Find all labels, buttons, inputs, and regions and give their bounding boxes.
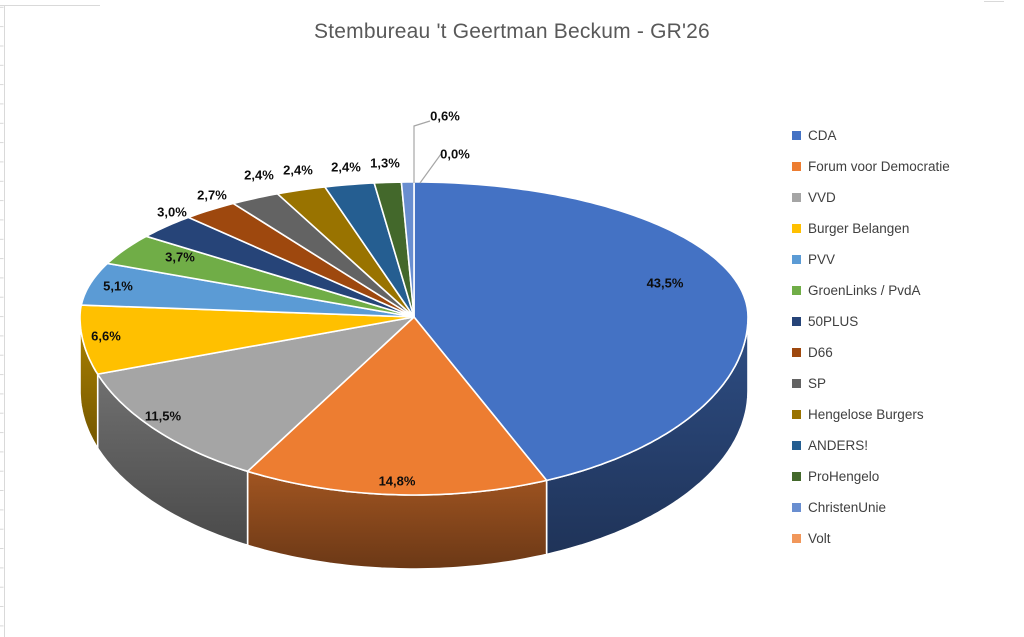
legend-item-groenlinks-pvda[interactable]: GroenLinks / PvdA — [792, 275, 950, 306]
legend-label: VVD — [808, 190, 836, 205]
data-label-volt: 0,0% — [440, 147, 470, 162]
legend-swatch-forum-voor-democratie — [792, 162, 801, 171]
worksheet-edge-gridlines — [0, 1, 1004, 637]
legend-item-cda[interactable]: CDA — [792, 120, 950, 151]
legend-item-prohengelo[interactable]: ProHengelo — [792, 461, 950, 492]
data-label-50plus: 3,0% — [157, 205, 187, 220]
pie-3d-walls — [79, 316, 749, 570]
legend-swatch-d66 — [792, 348, 801, 357]
legend-item-vvd[interactable]: VVD — [792, 182, 950, 213]
data-label-prohengelo: 1,3% — [370, 156, 400, 171]
legend-label: D66 — [808, 345, 833, 360]
legend-item-forum-voor-democratie[interactable]: Forum voor Democratie — [792, 151, 950, 182]
data-label-vvd: 11,5% — [145, 409, 182, 424]
data-label-pvv: 5,1% — [103, 279, 133, 294]
legend-swatch-50plus — [792, 317, 801, 326]
legend-label: ChristenUnie — [808, 500, 887, 515]
data-label-hengelose-burgers: 2,4% — [283, 163, 313, 178]
pie-slices — [79, 181, 749, 496]
legend-label: Burger Belangen — [808, 221, 910, 236]
pie-slice-d66[interactable] — [187, 202, 415, 318]
legend-swatch-prohengelo — [792, 472, 801, 481]
legend-label: ProHengelo — [808, 469, 880, 484]
pie-slice-vvd[interactable] — [96, 316, 415, 473]
data-label-sp: 2,4% — [244, 168, 274, 183]
leader-line-volt — [419, 153, 442, 184]
data-label-groenlinks-pvda: 3,7% — [165, 250, 195, 265]
legend-label: GroenLinks / PvdA — [808, 283, 921, 298]
legend-label: Hengelose Burgers — [808, 407, 924, 422]
legend-swatch-pvv — [792, 255, 801, 264]
chart-legend: CDA Forum voor Democratie VVD Burger Belang… — [792, 120, 950, 554]
data-label-d66: 2,7% — [197, 188, 227, 203]
legend-swatch-sp — [792, 379, 801, 388]
legend-swatch-anders — [792, 441, 801, 450]
legend-swatch-volt — [792, 534, 801, 543]
legend-item-hengelose-burgers[interactable]: Hengelose Burgers — [792, 399, 950, 430]
pie-slice-hengelose-burgers[interactable] — [276, 186, 415, 318]
pie-slice-50plus[interactable] — [145, 216, 415, 318]
leader-line-christenunie — [413, 120, 431, 183]
legend-swatch-hengelose-burgers — [792, 410, 801, 419]
legend-item-burger-belangen[interactable]: Burger Belangen — [792, 213, 950, 244]
legend-item-volt[interactable]: Volt — [792, 523, 950, 554]
data-label-anders: 2,4% — [331, 160, 361, 175]
legend-swatch-vvd — [792, 193, 801, 202]
legend-label: ANDERS! — [808, 438, 869, 453]
legend-item-sp[interactable]: SP — [792, 368, 950, 399]
legend-label: CDA — [808, 128, 837, 143]
legend-label: Forum voor Democratie — [808, 159, 950, 174]
legend-label: 50PLUS — [808, 314, 859, 329]
legend-item-pvv[interactable]: PVV — [792, 244, 950, 275]
pie-slice-cda[interactable] — [413, 181, 749, 482]
legend-item-christenunie[interactable]: ChristenUnie — [792, 492, 950, 523]
legend-swatch-groenlinks-pvda — [792, 286, 801, 295]
legend-swatch-cda — [792, 131, 801, 140]
pie-slice-groenlinks-pvda[interactable] — [106, 235, 415, 318]
pie-slice-sp[interactable] — [232, 193, 415, 318]
data-label-cda: 43,5% — [647, 276, 684, 291]
data-label-forum-voor-democratie: 14,8% — [379, 474, 416, 489]
legend-item-50plus[interactable]: 50PLUS — [792, 306, 950, 337]
legend-swatch-christenunie — [792, 503, 801, 512]
legend-item-d66[interactable]: D66 — [792, 337, 950, 368]
legend-label: PVV — [808, 252, 836, 267]
legend-label: SP — [808, 376, 827, 391]
pie-slice-forum-voor-democratie[interactable] — [246, 316, 548, 496]
pie-slice-burger-belangen[interactable] — [79, 304, 415, 375]
chart-title: Stembureau 't Geertman Beckum - GR'26 — [314, 20, 710, 43]
pie-slice-anders[interactable] — [324, 182, 415, 318]
pie-slice-pvv[interactable] — [80, 262, 415, 318]
legend-swatch-burger-belangen — [792, 224, 801, 233]
legend-label: Volt — [808, 531, 831, 546]
label-leader-lines — [413, 120, 442, 184]
legend-item-anders[interactable]: ANDERS! — [792, 430, 950, 461]
pie-data-labels: 43,5% 14,8% 11,5% 6,6% 5,1% 3,7% 3,0% 2,7% 2,4% 2… — [91, 109, 684, 489]
data-label-christenunie: 0,6% — [430, 109, 460, 124]
data-label-burger-belangen: 6,6% — [91, 329, 121, 344]
pie-slice-christenunie[interactable] — [400, 181, 415, 318]
